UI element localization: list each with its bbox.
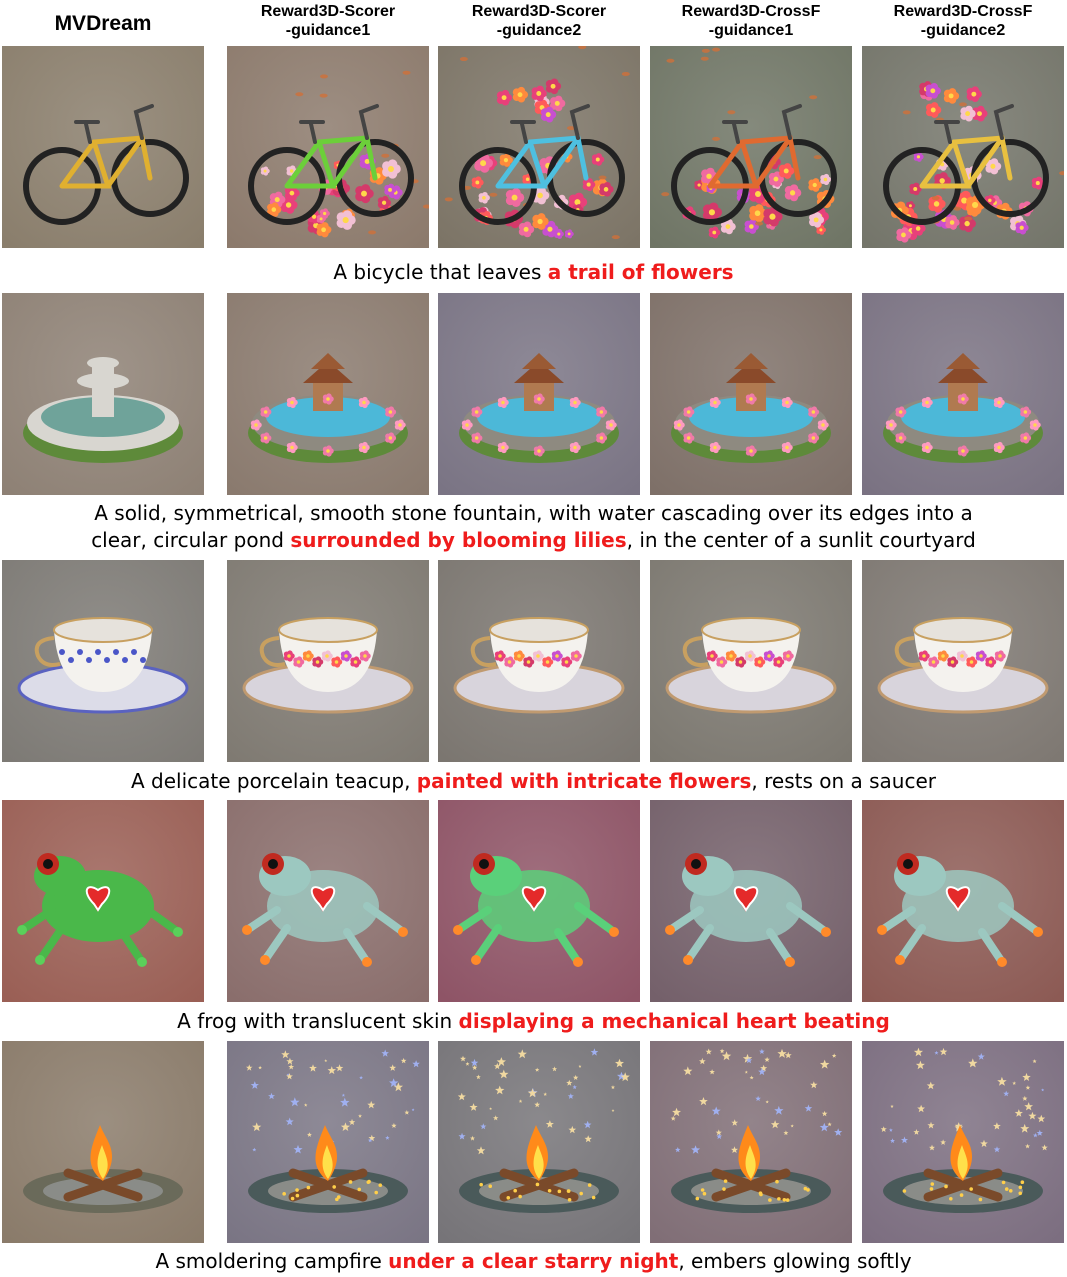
caption-bicycle: A bicycle that leaves a trail of flowers (0, 259, 1067, 285)
result-image-bicycle-col3 (438, 46, 640, 248)
caption-fountain-line2: clear, circular pond surrounded by bloom… (0, 527, 1067, 553)
column-header-line2: -guidance1 (708, 22, 794, 39)
teacup-icon (227, 560, 429, 762)
column-header-line1: Reward3D-Scorer (471, 3, 607, 20)
result-image-campfire-col3 (438, 1041, 640, 1243)
column-header-line2: -guidance2 (496, 22, 582, 39)
column-header-line2: -guidance2 (920, 22, 1006, 39)
caption-highlight: a trail of flowers (547, 260, 734, 284)
result-image-campfire-col4 (650, 1041, 852, 1243)
campfire-icon (227, 1041, 429, 1243)
fountain-icon (2, 293, 204, 495)
result-image-bicycle-col1 (2, 46, 204, 248)
caption-highlight: under a clear starry night (388, 1249, 679, 1273)
frog-icon (650, 800, 852, 1002)
teacup-icon (862, 560, 1064, 762)
bicycle-icon (2, 46, 204, 248)
fountain-icon (438, 293, 640, 495)
caption-text: , in the center of a sunlit courtyard (626, 528, 976, 552)
result-image-teacup-col4 (650, 560, 852, 762)
column-header-line1: Reward3D-Scorer (260, 3, 396, 20)
caption-text: , embers glowing softly (678, 1249, 912, 1273)
column-header-4: Reward3D-CrossF -guidance1 (636, 2, 866, 40)
caption-text: , rests on a saucer (751, 769, 936, 793)
column-header-line2: -guidance1 (285, 22, 371, 39)
result-image-bicycle-col5 (862, 46, 1064, 248)
result-image-bicycle-col4 (650, 46, 852, 248)
result-image-teacup-col1 (2, 560, 204, 762)
result-image-fountain-col5 (862, 293, 1064, 495)
caption-highlight: painted with intricate flowers (416, 769, 752, 793)
frog-icon (2, 800, 204, 1002)
result-image-fountain-col1 (2, 293, 204, 495)
result-image-teacup-col3 (438, 560, 640, 762)
campfire-icon (862, 1041, 1064, 1243)
bicycle-icon (650, 46, 852, 248)
result-image-frog-col2 (227, 800, 429, 1002)
caption-text: A smoldering campfire (155, 1249, 389, 1273)
column-header-5: Reward3D-CrossF -guidance2 (848, 2, 1067, 40)
campfire-icon (2, 1041, 204, 1243)
result-image-campfire-col1 (2, 1041, 204, 1243)
result-image-frog-col3 (438, 800, 640, 1002)
frog-icon (438, 800, 640, 1002)
fountain-icon (227, 293, 429, 495)
campfire-icon (650, 1041, 852, 1243)
result-image-fountain-col4 (650, 293, 852, 495)
column-header-line1: MVDream (54, 12, 152, 35)
frog-icon (862, 800, 1064, 1002)
caption-text: clear, circular pond (91, 528, 291, 552)
teacup-icon (650, 560, 852, 762)
caption-text: A solid, symmetrical, smooth stone fount… (94, 501, 973, 525)
bicycle-icon (227, 46, 429, 248)
frog-icon (227, 800, 429, 1002)
result-image-campfire-col2 (227, 1041, 429, 1243)
result-image-fountain-col2 (227, 293, 429, 495)
column-header-line1: Reward3D-CrossF (893, 3, 1033, 20)
column-header-2: Reward3D-Scorer -guidance1 (213, 2, 443, 40)
caption-frog: A frog with translucent skin displaying … (0, 1008, 1067, 1034)
teacup-icon (438, 560, 640, 762)
caption-text: A delicate porcelain teacup, (130, 769, 417, 793)
result-image-fountain-col3 (438, 293, 640, 495)
caption-fountain-line1: A solid, symmetrical, smooth stone fount… (0, 500, 1067, 526)
caption-campfire: A smoldering campfire under a clear star… (0, 1248, 1067, 1274)
caption-text: A bicycle that leaves (333, 260, 548, 284)
result-image-bicycle-col2 (227, 46, 429, 248)
result-image-teacup-col2 (227, 560, 429, 762)
result-image-frog-col5 (862, 800, 1064, 1002)
bicycle-icon (438, 46, 640, 248)
result-image-teacup-col5 (862, 560, 1064, 762)
column-header-1: MVDream (0, 12, 218, 36)
result-image-frog-col1 (2, 800, 204, 1002)
caption-teacup: A delicate porcelain teacup, painted wit… (0, 768, 1067, 794)
result-image-frog-col4 (650, 800, 852, 1002)
fountain-icon (862, 293, 1064, 495)
fountain-icon (650, 293, 852, 495)
result-image-campfire-col5 (862, 1041, 1064, 1243)
campfire-icon (438, 1041, 640, 1243)
teacup-icon (2, 560, 204, 762)
caption-text: A frog with translucent skin (177, 1009, 459, 1033)
bicycle-icon (862, 46, 1064, 248)
column-header-line1: Reward3D-CrossF (681, 3, 821, 20)
column-header-3: Reward3D-Scorer -guidance2 (424, 2, 654, 40)
caption-highlight: surrounded by blooming lilies (290, 528, 627, 552)
caption-highlight: displaying a mechanical heart beating (458, 1009, 890, 1033)
